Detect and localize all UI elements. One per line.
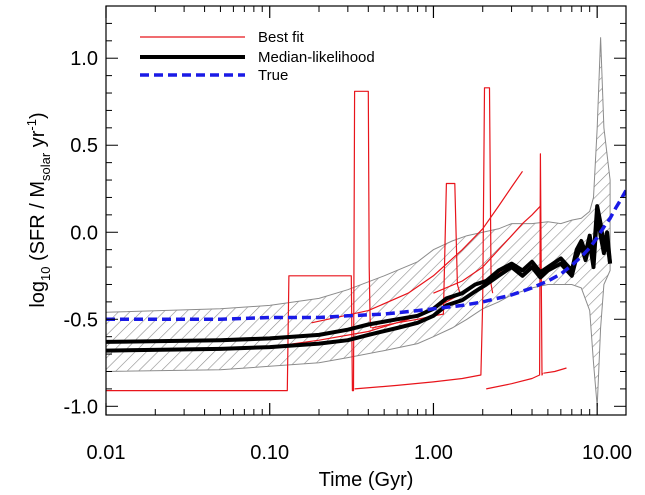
- legend-label-median: Median-likelihood: [258, 49, 375, 66]
- y-tick-label: 0.5: [70, 135, 98, 157]
- y-tick-label: -0.5: [64, 309, 98, 331]
- y-tick-label: -1.0: [64, 396, 98, 418]
- best-fit-line-0: [106, 90, 372, 392]
- x-tick-label: 0.01: [87, 442, 126, 464]
- best-fit-line-6: [433, 205, 541, 294]
- x-axis-title: Time (Gyr): [319, 469, 414, 491]
- x-tick-label: 0.10: [250, 442, 289, 464]
- best-fit-line-4: [371, 182, 461, 329]
- y-axis-title-close: ): [27, 112, 49, 119]
- y-axis-title-prefix: log: [27, 281, 49, 308]
- y-axis: 1.0 0.5 0.0 -0.5 -1.0: [64, 22, 626, 418]
- y-tick-label: 1.0: [70, 48, 98, 70]
- legend-label-best-fit: Best fit: [258, 29, 305, 46]
- legend: Best fit Median-likelihood True: [140, 29, 375, 84]
- x-tick-label: 10.00: [582, 442, 632, 464]
- x-axis: 0.01 0.10 1.00 10.00: [87, 6, 632, 464]
- y-axis-title: log10 (SFR / Msolar yr-1): [24, 112, 53, 307]
- median-likelihood-line-1: [106, 209, 613, 353]
- y-axis-title-main-sub: solar: [38, 152, 53, 181]
- band-area: [106, 37, 611, 407]
- series-layer: [106, 87, 626, 392]
- x-tick-label: 1.00: [414, 442, 453, 464]
- y-axis-title-main: (SFR / M: [27, 181, 49, 267]
- legend-label-true: True: [258, 67, 288, 84]
- y-axis-title-sup: -1: [24, 119, 39, 131]
- best-fit-line-5: [311, 170, 523, 324]
- y-tick-label: 0.0: [70, 222, 98, 244]
- best-fit-line-1: [354, 87, 494, 390]
- y-axis-title-tail: yr: [27, 130, 49, 153]
- plot-frame: [105, 5, 627, 416]
- best-fit-line-2: [486, 153, 544, 390]
- true-line-0: [106, 189, 626, 322]
- best-fit-line-3: [543, 367, 567, 374]
- y-axis-title-prefix-sub: 10: [38, 267, 53, 281]
- confidence-band: [106, 37, 611, 407]
